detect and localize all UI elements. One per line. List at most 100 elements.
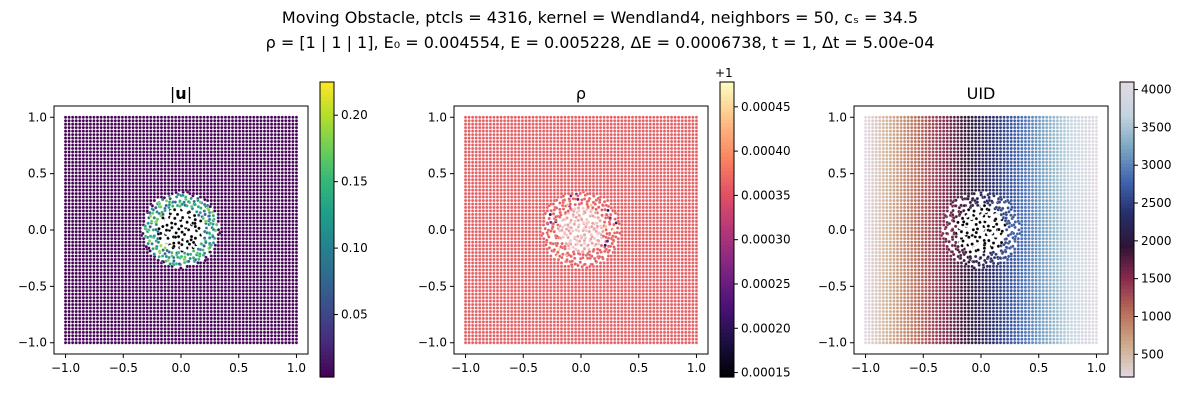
particle-point — [230, 188, 235, 192]
particle-point — [67, 150, 71, 154]
particle-point — [470, 243, 475, 248]
particle-point — [99, 153, 103, 158]
particle-point — [248, 295, 253, 300]
particle-point — [177, 118, 181, 123]
particle-point — [230, 195, 235, 199]
particle-point — [113, 247, 118, 251]
particle-point — [92, 184, 96, 189]
particle-point — [220, 254, 224, 258]
particle-point — [262, 254, 267, 258]
particle-point — [159, 288, 164, 293]
particle-point — [244, 122, 249, 126]
particle-point — [190, 229, 195, 234]
particle-point — [485, 153, 489, 158]
particle-point — [241, 223, 245, 227]
particle-point — [262, 122, 267, 126]
particle-point — [234, 275, 238, 279]
particle-point — [216, 125, 221, 130]
particle-point — [287, 164, 292, 168]
particle-point — [191, 313, 196, 317]
particle-point — [266, 316, 270, 321]
particle-point — [259, 216, 263, 220]
particle-point — [203, 212, 207, 217]
particle-point — [287, 209, 292, 213]
particle-point — [485, 209, 489, 213]
particle-point — [291, 275, 295, 279]
particle-point — [284, 306, 288, 310]
particle-point — [470, 316, 475, 321]
particle-point — [134, 295, 139, 300]
particle-point — [170, 316, 174, 321]
particle-point — [248, 226, 253, 231]
particle-point — [230, 247, 235, 251]
particle-point — [478, 184, 482, 189]
particle-point — [488, 219, 493, 224]
particle-point — [227, 316, 231, 321]
particle-point — [124, 150, 128, 154]
particle-point — [481, 115, 486, 120]
colorbar-segment — [320, 85, 334, 90]
particle-point — [209, 198, 213, 203]
particle-point — [467, 167, 471, 172]
particle-point — [63, 125, 68, 130]
particle-point — [120, 240, 125, 244]
particle-point — [175, 207, 180, 211]
particle-point — [266, 212, 270, 217]
particle-point — [95, 323, 100, 328]
particle-point — [78, 323, 82, 328]
particle-point — [173, 271, 178, 276]
particle-point — [463, 323, 468, 328]
particle-point — [141, 209, 146, 213]
particle-point — [63, 184, 68, 189]
particle-point — [177, 115, 181, 120]
particle-point — [74, 285, 78, 289]
particle-point — [205, 261, 210, 265]
particle-point — [138, 309, 142, 314]
particle-point — [227, 330, 231, 335]
particle-point — [209, 181, 213, 185]
particle-point — [131, 219, 135, 224]
particle-point — [262, 171, 267, 175]
particle-point — [262, 115, 267, 120]
particle-point — [70, 306, 75, 310]
particle-point — [102, 226, 107, 231]
colorbar-segment — [320, 295, 334, 301]
particle-point — [227, 171, 231, 175]
particle-point — [85, 243, 89, 248]
particle-point — [191, 340, 196, 345]
particle-point — [70, 143, 75, 147]
particle-point — [481, 157, 486, 161]
particle-point — [227, 177, 231, 182]
particle-point — [78, 292, 82, 296]
particle-point — [227, 223, 231, 227]
particle-point — [198, 261, 203, 265]
particle-point — [248, 164, 253, 168]
particle-point — [92, 271, 96, 276]
particle-point — [159, 330, 164, 335]
particle-point — [273, 254, 277, 258]
particle-point — [209, 278, 213, 283]
particle-point — [262, 188, 267, 192]
particle-point — [120, 309, 125, 314]
particle-point — [209, 282, 213, 286]
particle-point — [266, 240, 270, 244]
particle-point — [106, 292, 110, 296]
particle-point — [188, 323, 192, 328]
particle-point — [163, 251, 167, 256]
particle-point — [470, 125, 475, 130]
particle-point — [212, 285, 217, 289]
particle-point — [467, 236, 471, 241]
particle-point — [244, 205, 249, 210]
particle-point — [467, 153, 471, 158]
particle-point — [202, 202, 207, 207]
particle-point — [259, 323, 263, 328]
particle-point — [262, 212, 267, 217]
particle-point — [81, 139, 86, 144]
particle-point — [102, 337, 107, 342]
particle-point — [273, 313, 277, 317]
particle-point — [470, 257, 475, 262]
particle-point — [95, 129, 100, 133]
particle-point — [173, 275, 178, 279]
particle-point — [131, 264, 135, 269]
particle-point — [273, 323, 277, 328]
